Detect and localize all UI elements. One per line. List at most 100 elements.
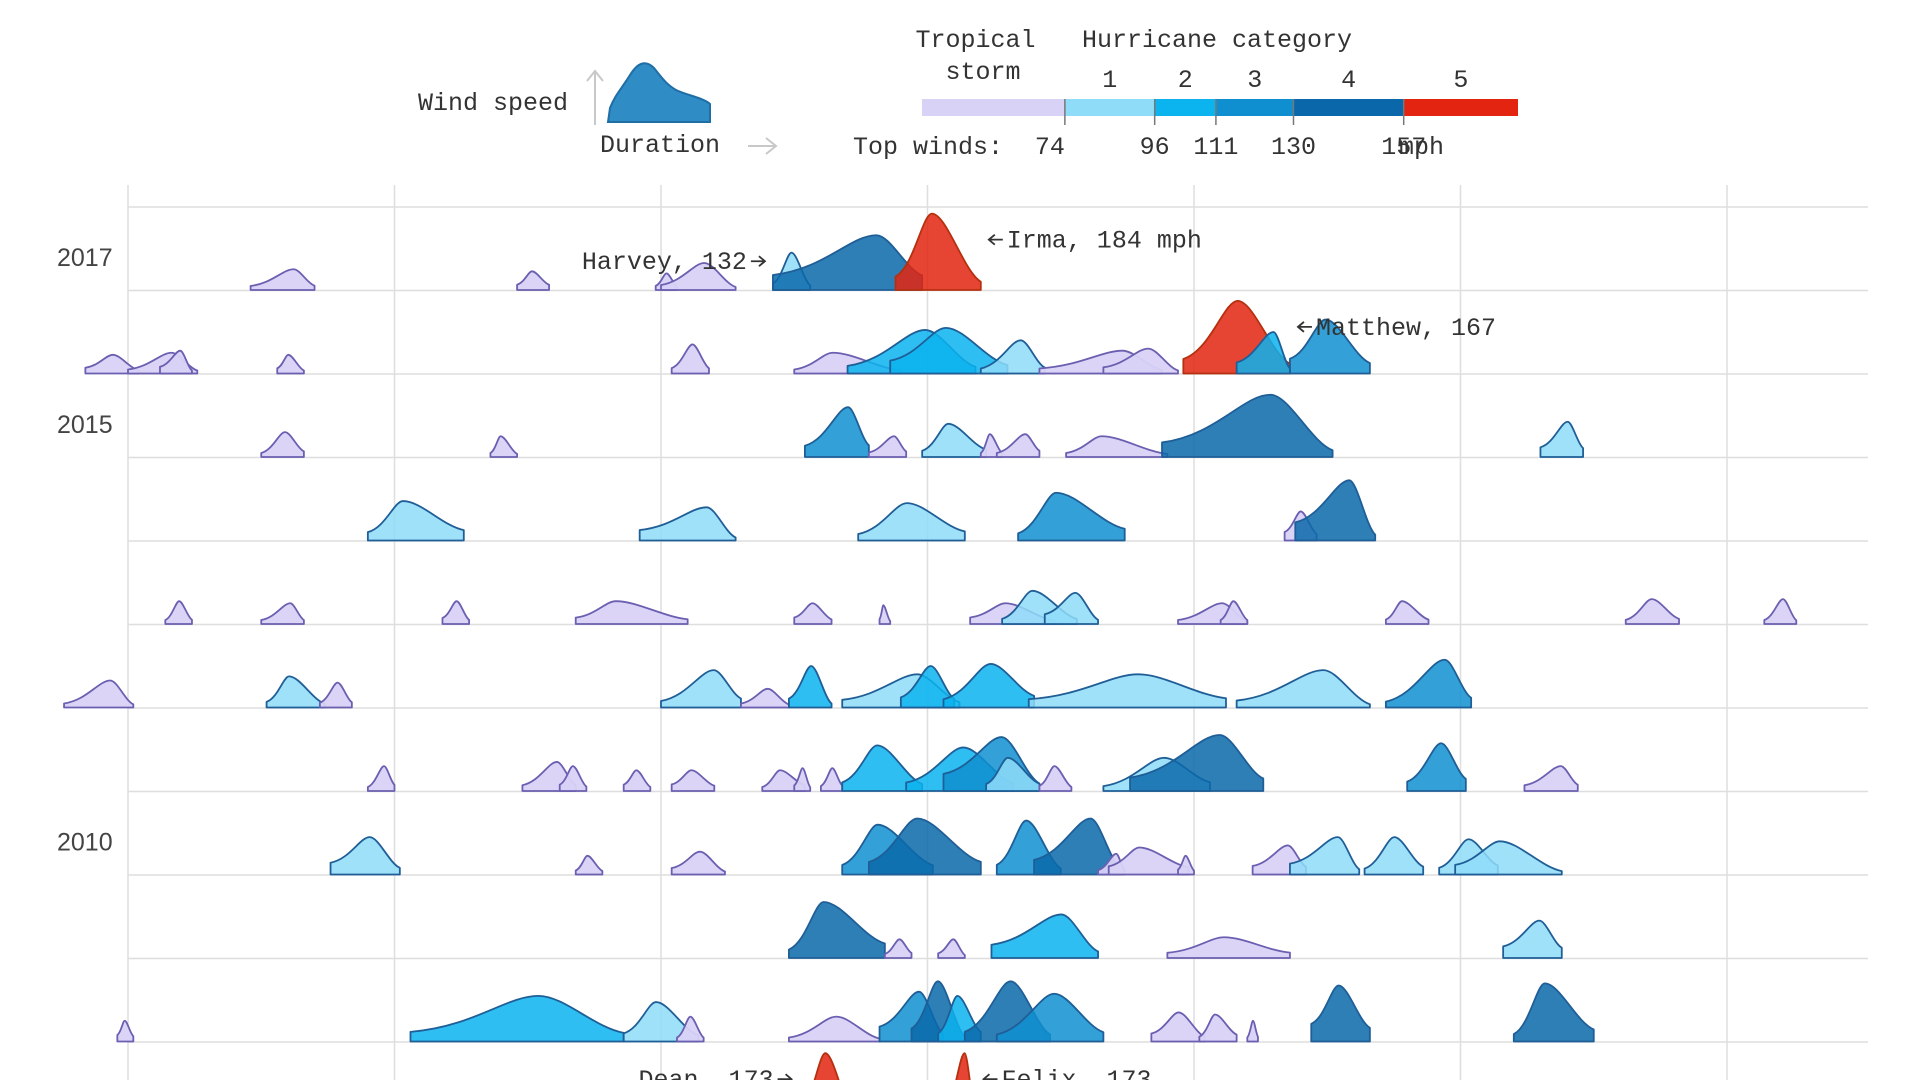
storm-shape	[1129, 734, 1265, 792]
duration-arrow-icon	[765, 137, 778, 155]
legend-category-label-5: 5	[1453, 66, 1468, 95]
storm-shape	[1102, 347, 1179, 375]
legend-category-label-1: 1	[1102, 66, 1117, 95]
season-row-2014	[366, 479, 1377, 542]
storm-shape	[813, 1052, 840, 1080]
annotations: Harvey, 132 Irma, 184 mph Matthew, 167 Dean…	[582, 227, 1496, 1080]
storm-shape	[670, 769, 716, 792]
season-row-2015	[260, 393, 1584, 458]
legend-hurricane-category-label: Hurricane category	[1082, 26, 1352, 55]
legend-category-swatch-1	[1064, 99, 1155, 116]
legend-threshold-value: 111	[1193, 133, 1238, 162]
storm-shape	[670, 850, 726, 876]
storm-shape	[1043, 591, 1099, 625]
legend-category-swatch-2	[1154, 99, 1216, 116]
storm-shape	[788, 901, 886, 959]
storm-shape	[1310, 984, 1371, 1043]
legend-category-label-3: 3	[1247, 66, 1262, 95]
storm-shape	[670, 343, 710, 375]
storm-shape	[857, 502, 966, 542]
storm-shape	[793, 767, 812, 792]
storm-shape	[1161, 393, 1334, 458]
storm-shape	[937, 938, 966, 959]
storm-shape	[878, 604, 892, 625]
storm-shape	[441, 600, 471, 625]
storm-shape	[409, 994, 625, 1043]
storm-shape	[638, 506, 737, 542]
storm-shape	[867, 435, 908, 458]
year-label-2010: 2010	[57, 829, 113, 857]
legend-mph-label: mph	[1399, 133, 1444, 162]
storm-shape	[820, 767, 844, 792]
legend-category-swatch-0	[922, 99, 1065, 116]
storm-shape	[63, 679, 135, 709]
storm-shape	[979, 339, 1046, 375]
storm-shape	[990, 913, 1099, 959]
storm-shape	[1502, 919, 1563, 959]
storm-shape	[883, 938, 913, 959]
storm-label: Matthew, 167	[1316, 314, 1496, 343]
storm-shape	[1150, 1011, 1206, 1043]
storm-shape	[574, 854, 604, 876]
storm-shape	[574, 600, 689, 625]
storm-shape	[985, 756, 1041, 792]
wind-speed-arrow-icon	[586, 69, 604, 82]
storm-shape	[1523, 765, 1579, 792]
annotation-arrow-icon	[1296, 321, 1312, 333]
season-row-2010	[329, 817, 1563, 876]
season-row-2012	[63, 658, 1473, 709]
storm-shape	[995, 433, 1041, 458]
storm-shape	[489, 435, 518, 458]
storm-label: Irma, 184 mph	[1007, 227, 1202, 256]
storm-shape	[1235, 331, 1291, 375]
storm-shape	[660, 262, 737, 291]
plot-area: 2017 2015 2010 Harvey, 132 Irma, 184 mph Mat…	[57, 185, 1868, 1080]
storm-shape	[1406, 742, 1467, 792]
legend-category-label-2: 2	[1178, 66, 1193, 95]
legend-glyph: Wind speed Duration	[418, 62, 778, 160]
storm-shape	[867, 817, 982, 876]
season-row-2011	[366, 734, 1579, 792]
storm-shape	[249, 268, 316, 291]
storm-shape	[159, 349, 193, 375]
season-row-2017	[249, 212, 982, 291]
storm-shape	[921, 422, 988, 458]
storm-shape	[955, 1052, 971, 1080]
storm-shape	[1363, 836, 1425, 876]
storm-shape	[1384, 658, 1473, 709]
legend-tropical-storm-label: Tropical storm	[915, 26, 1050, 87]
legend-top-winds-label: Top winds:	[853, 133, 1003, 162]
year-label-2015: 2015	[57, 411, 113, 439]
storm-shape	[894, 212, 982, 291]
storm-shape	[260, 431, 305, 458]
storm-shape	[516, 270, 550, 291]
storm-shape	[329, 836, 401, 876]
season-rows	[63, 212, 1798, 1080]
storm-shape	[1166, 936, 1291, 959]
legend-duration-label: Duration	[600, 131, 720, 160]
storm-label: Harvey, 132	[582, 248, 747, 277]
legend-threshold-value: 96	[1140, 133, 1170, 162]
storm-shape	[1038, 765, 1073, 792]
annotation-arrow-icon	[777, 1073, 793, 1080]
storm-shape	[995, 992, 1105, 1043]
storm-label: Dean, 173	[639, 1066, 774, 1080]
storm-shape	[1384, 600, 1430, 625]
storm-shape	[1198, 1013, 1238, 1043]
storm-shape	[788, 1015, 881, 1043]
storm-shape	[366, 500, 465, 542]
storm-shape	[276, 353, 305, 375]
storm-shape	[1454, 840, 1563, 876]
legend-wind-speed-label: Wind speed	[418, 89, 568, 118]
storm-shape	[622, 769, 652, 792]
storm-shape	[804, 406, 870, 458]
annotation-arrow-icon	[982, 1073, 998, 1080]
storm-shape	[1763, 598, 1798, 625]
storm-shape	[1235, 669, 1371, 709]
season-row-2007	[813, 1052, 971, 1080]
season-row-2009	[788, 901, 1563, 959]
storm-shape	[1177, 854, 1195, 876]
storm-shape	[1027, 673, 1227, 709]
storm-shape	[558, 765, 588, 792]
